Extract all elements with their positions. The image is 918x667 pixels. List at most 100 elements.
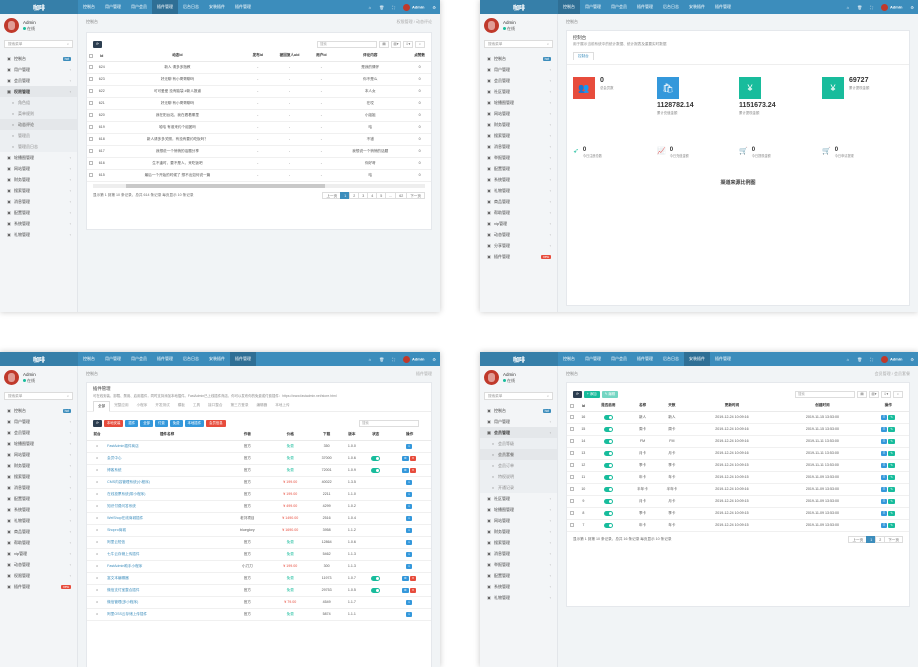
sidebar-item[interactable]: ▣ 举报管理 ‹ [480,559,557,570]
sidebar-item[interactable]: ▣ 社区管理 ‹ [480,86,557,97]
row-checkbox[interactable] [567,507,578,520]
view-button[interactable]: ☰ [880,462,888,468]
sidebar-item[interactable]: ▣ 会员管理 ‹ [0,75,77,86]
top-nav-item[interactable]: 用户会员 [131,4,147,9]
horizontal-scrollbar[interactable] [93,183,425,188]
expand-icon[interactable]: ⛶ [870,4,873,10]
edit-icon[interactable]: ✎ [888,438,895,444]
checkbox[interactable] [89,77,94,82]
tab-6[interactable]: 接口整合 [208,403,223,407]
row-checkbox[interactable] [87,157,96,170]
plugin-status[interactable] [363,476,389,489]
brand-logo[interactable]: 咖啡 [0,352,78,366]
column-header[interactable]: Id [577,401,589,412]
top-nav-item[interactable]: 插件管理 [235,4,251,9]
user-menu[interactable]: Admin [399,3,428,11]
checkbox[interactable] [570,499,575,504]
view-button[interactable]: ☰ [880,426,888,432]
top-nav-item[interactable]: 控制台 [558,0,580,14]
sidebar-item[interactable]: ▣ 用户管理 ‹ [480,416,557,427]
page-button[interactable]: 上一页 [848,535,868,543]
sidebar-item[interactable]: ▣ 用户管理 ‹ [0,416,77,427]
checkbox[interactable] [89,149,94,154]
top-nav-item[interactable]: 后台日志 [183,4,199,9]
column-header[interactable]: 动态id [108,51,247,62]
home-icon[interactable]: ⌂ [846,4,850,10]
brand-logo[interactable]: 咖啡 [480,352,558,366]
table-search-input[interactable]: 搜索 [359,420,419,427]
top-nav-item[interactable]: 后台日志 [663,356,679,361]
row-checkbox[interactable] [87,109,96,122]
top-nav-item[interactable]: 用户管理 [105,4,121,9]
menu-search-input[interactable]: 搜索菜单 ⌕ [484,392,553,400]
toolbar-button-4[interactable]: 免费 [169,420,183,427]
status-toggle[interactable] [371,467,381,473]
config-button[interactable]: ⚙ [402,467,409,473]
menu-search-input[interactable]: 搜索菜单 ⌕ [4,392,73,400]
sidebar-item[interactable]: ○ 会员订单 [480,460,557,471]
tab-dashboard[interactable]: 控制台 [573,52,594,60]
sidebar-item[interactable]: ▣ 会员管理 ‹ [480,75,557,86]
edit-icon[interactable]: ✎ [888,486,895,492]
brand-logo[interactable]: 咖啡 [0,0,78,14]
view-button[interactable]: ☰ [880,486,888,492]
enable-toggle[interactable] [588,519,628,532]
plugin-name[interactable]: Shopro商城 [107,524,227,537]
edit-icon[interactable]: ✎ [888,414,895,420]
checkbox[interactable] [89,89,94,94]
sidebar-item[interactable]: ▣ 财务管理 ‹ [480,119,557,130]
sidebar-item[interactable]: ○ 角色组 [0,97,77,108]
checkbox[interactable] [89,173,94,178]
toolbar-button-1[interactable]: 插件 [125,420,139,427]
sidebar-item[interactable]: ○ 菜单规则 [0,108,77,119]
column-header[interactable]: 是否启用 [588,401,628,412]
top-nav-item[interactable]: 插件管理 [637,4,653,9]
sidebar-item[interactable]: ○ 会员等级 [480,438,557,449]
toolbar-button-2[interactable]: 全部 [140,420,153,427]
top-nav-item[interactable]: 控制台 [563,356,575,361]
tab-5[interactable]: 工具 [192,403,201,407]
install-button[interactable]: ⇩ [405,443,413,449]
advanced-search-button[interactable]: ⌕ [415,41,425,48]
row-checkbox[interactable] [567,495,578,508]
sidebar-item[interactable]: ▣ 控制台 hot [480,53,557,64]
column-header[interactable]: 名称 [627,401,658,412]
sidebar-item[interactable]: ▣ 权限管理 ‹ [0,570,77,581]
checkbox[interactable] [570,403,575,408]
sidebar-item[interactable]: ▣ 社区管理 ‹ [480,493,557,504]
view-button[interactable]: ☰ [880,438,888,444]
sidebar-item[interactable]: ▣ 搜索管理 ‹ [480,537,557,548]
dashboard-crumb[interactable]: 控制台 [86,19,98,24]
top-nav-item[interactable]: 安装插件 [689,4,705,9]
top-nav-item[interactable]: 用户管理 [585,4,601,9]
sidebar-item[interactable]: ▣ 轮播图管理 ‹ [0,152,77,163]
sidebar-item[interactable]: ▣ 插件管理 new [480,251,557,262]
row-checkbox[interactable] [567,423,578,436]
toolbar-button-0[interactable]: 本地安装 [103,420,124,427]
column-header[interactable]: 价格 [267,430,313,441]
column-header[interactable]: 作者 [226,430,268,441]
sidebar-item[interactable]: ▣ 轮播图管理 ‹ [0,438,77,449]
view-button[interactable]: ☰ [880,414,888,420]
plugin-status[interactable] [363,488,389,501]
install-button[interactable]: ⇩ [405,527,413,533]
sidebar-item[interactable]: ▣ 配置管理 ‹ [0,493,77,504]
plugin-status[interactable] [363,464,389,477]
checkbox[interactable] [570,451,575,456]
sidebar-item[interactable]: ○ 管理员日志 [0,141,77,152]
refresh-button[interactable]: ⟳ [93,41,102,48]
row-checkbox[interactable] [87,121,96,134]
sidebar-item[interactable]: ▣ 系统管理 ‹ [0,218,77,229]
switch[interactable] [603,498,613,504]
column-header[interactable]: 操作 [867,401,909,412]
top-nav-item[interactable]: 用户会员 [611,4,627,9]
uninstall-button[interactable]: ✕ [409,575,417,581]
expand-icon[interactable]: ⛶ [392,356,395,362]
enable-toggle[interactable] [588,459,628,472]
sidebar-item[interactable]: ▣ 轮播图管理 ‹ [480,504,557,515]
sidebar-item[interactable]: ▣ 插件管理 new [0,581,77,592]
enable-toggle[interactable] [588,435,628,448]
enable-toggle[interactable] [588,447,628,460]
plugin-status[interactable] [363,560,389,573]
row-checkbox[interactable] [567,411,578,424]
